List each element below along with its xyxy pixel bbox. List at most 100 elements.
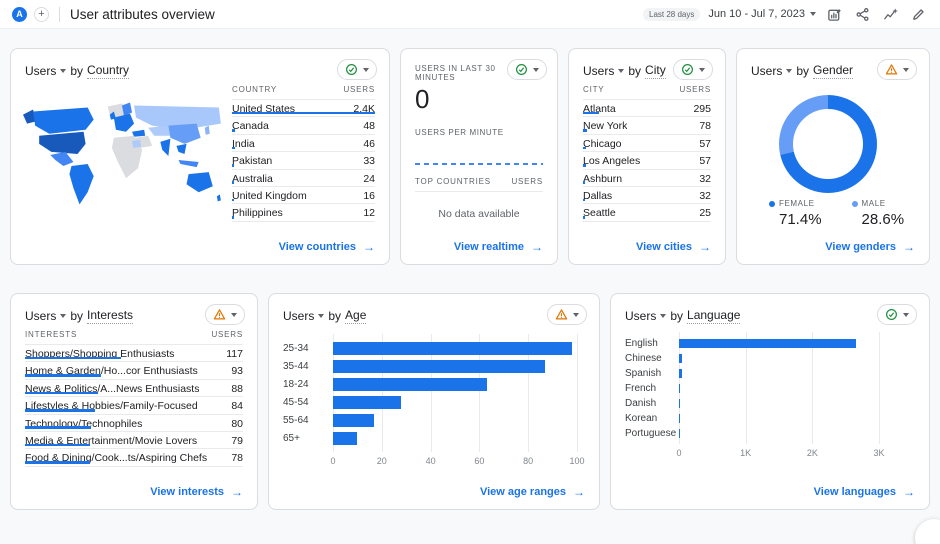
gridline [430,334,432,452]
view-genders-link[interactable]: View genders [825,240,915,254]
dimension-selector[interactable]: Interests [87,308,134,324]
dimension-selector[interactable]: Language [687,308,741,324]
chevron-down-icon [810,12,816,16]
table-header: INTERESTS USERS [25,330,243,345]
metric-selector[interactable]: Users [751,64,783,78]
insights-icon[interactable] [880,4,900,24]
table-row: Australia 24 [232,170,375,187]
gridline [577,334,578,452]
age-chart-grid [333,334,578,452]
data-quality-badge[interactable] [877,59,917,80]
axis-tick-label: 0 [330,456,336,466]
bar-row: Portuguese [625,428,680,439]
check-circle-icon [885,308,898,321]
value-bar [232,129,235,132]
warning-icon [555,308,568,321]
card-users-by-city: Users by City CITY USERS Atlanta [568,48,726,265]
data-quality-badge[interactable] [547,304,587,325]
card-title: Users by Country [25,63,130,79]
customize-report-icon[interactable] [824,4,844,24]
share-icon[interactable] [852,4,872,24]
view-age-ranges-link[interactable]: View age ranges [480,485,585,499]
chevron-down-icon [903,67,909,72]
bar-row: 55-64 [283,411,577,429]
bar-row: 45-54 [283,393,577,411]
chevron-down-icon [786,69,793,73]
chevron-down-icon [231,312,237,317]
value-bar [232,111,375,115]
bar-row: English [625,336,879,351]
dimension-selector[interactable]: City [645,63,666,79]
metric-selector[interactable]: Users [583,64,615,78]
dimension-selector[interactable]: Country [87,63,130,79]
bar-row: Korean [625,413,680,424]
top-countries-header: TOP COUNTRIES USERS [415,177,543,192]
axis-tick-label: 0 [676,448,682,458]
data-quality-badge[interactable] [337,59,377,80]
value-bar [583,181,585,184]
table-header: COUNTRY USERS [232,85,375,100]
view-languages-link[interactable]: View languages [814,485,915,499]
metric-selector[interactable]: Users [625,309,657,323]
age-bar [333,359,546,373]
value-bar [232,164,234,167]
value-bar [232,216,234,219]
view-realtime-link[interactable]: View realtime [454,240,543,254]
dimension-selector[interactable]: Age [345,308,367,324]
view-countries-link[interactable]: View countries [279,240,375,254]
legend-item: FEMALE 71.4% [769,199,822,228]
edit-icon[interactable] [908,4,928,24]
arrow-right-icon [896,485,915,499]
value-bar [583,111,599,115]
metric-selector[interactable]: Users [25,309,57,323]
gridline [381,334,383,452]
legend-item: MALE 28.6% [851,199,904,228]
warning-icon [213,308,226,321]
value-bar [583,198,585,202]
data-quality-badge[interactable] [507,59,547,80]
chevron-down-icon [573,312,579,317]
bar-row: 18-24 [283,375,577,393]
chevron-down-icon [60,69,67,73]
table-row: United Kingdom 16 [232,187,375,205]
table-row: Home & Garden/Ho...cor Enthusiasts 93 [25,362,243,380]
gridline [879,332,880,444]
data-quality-badge[interactable] [877,304,917,325]
bar-row: 35-44 [283,357,577,375]
chevron-down-icon [318,314,325,318]
dimension-selector[interactable]: Gender [813,63,854,79]
floating-action-button[interactable] [915,519,940,544]
check-circle-icon [515,63,528,76]
value-bar [25,443,91,447]
data-quality-badge[interactable] [673,59,713,80]
value-bar [232,198,234,202]
value-bar [25,409,95,412]
gridline [812,332,814,444]
view-interests-link[interactable]: View interests [150,485,243,499]
avatar[interactable]: A [12,6,27,22]
gender-legend: FEMALE 71.4% MALE 28.6% [769,199,904,228]
axis-tick-label: 60 [474,456,485,466]
app-header: A User attributes overview Last 28 days … [0,0,940,29]
divider [59,6,60,22]
arrow-right-icon [224,485,243,499]
axis-tick-label: 20 [376,456,387,466]
date-range-picker[interactable]: Jun 10 - Jul 7, 2023 [708,8,816,20]
warning-icon [885,63,898,76]
language-bar [679,399,680,408]
card-users-by-language: Users by Language English [610,293,930,510]
table-row: Technology/Technophiles 80 [25,415,243,432]
value-bar [25,461,90,464]
metric-selector[interactable]: Users [283,309,315,323]
city-table: CITY USERS Atlanta 295 New York 78 [583,85,711,222]
metric-selector[interactable]: Users [25,64,57,78]
view-cities-link[interactable]: View cities [636,240,711,254]
data-quality-badge[interactable] [205,304,245,325]
age-bar [333,413,375,427]
card-title: Users by Gender [751,63,854,79]
age-bar [333,431,358,445]
add-comparison-button[interactable] [34,6,49,22]
table-row: Dallas 32 [583,187,711,205]
gridline [479,334,481,452]
